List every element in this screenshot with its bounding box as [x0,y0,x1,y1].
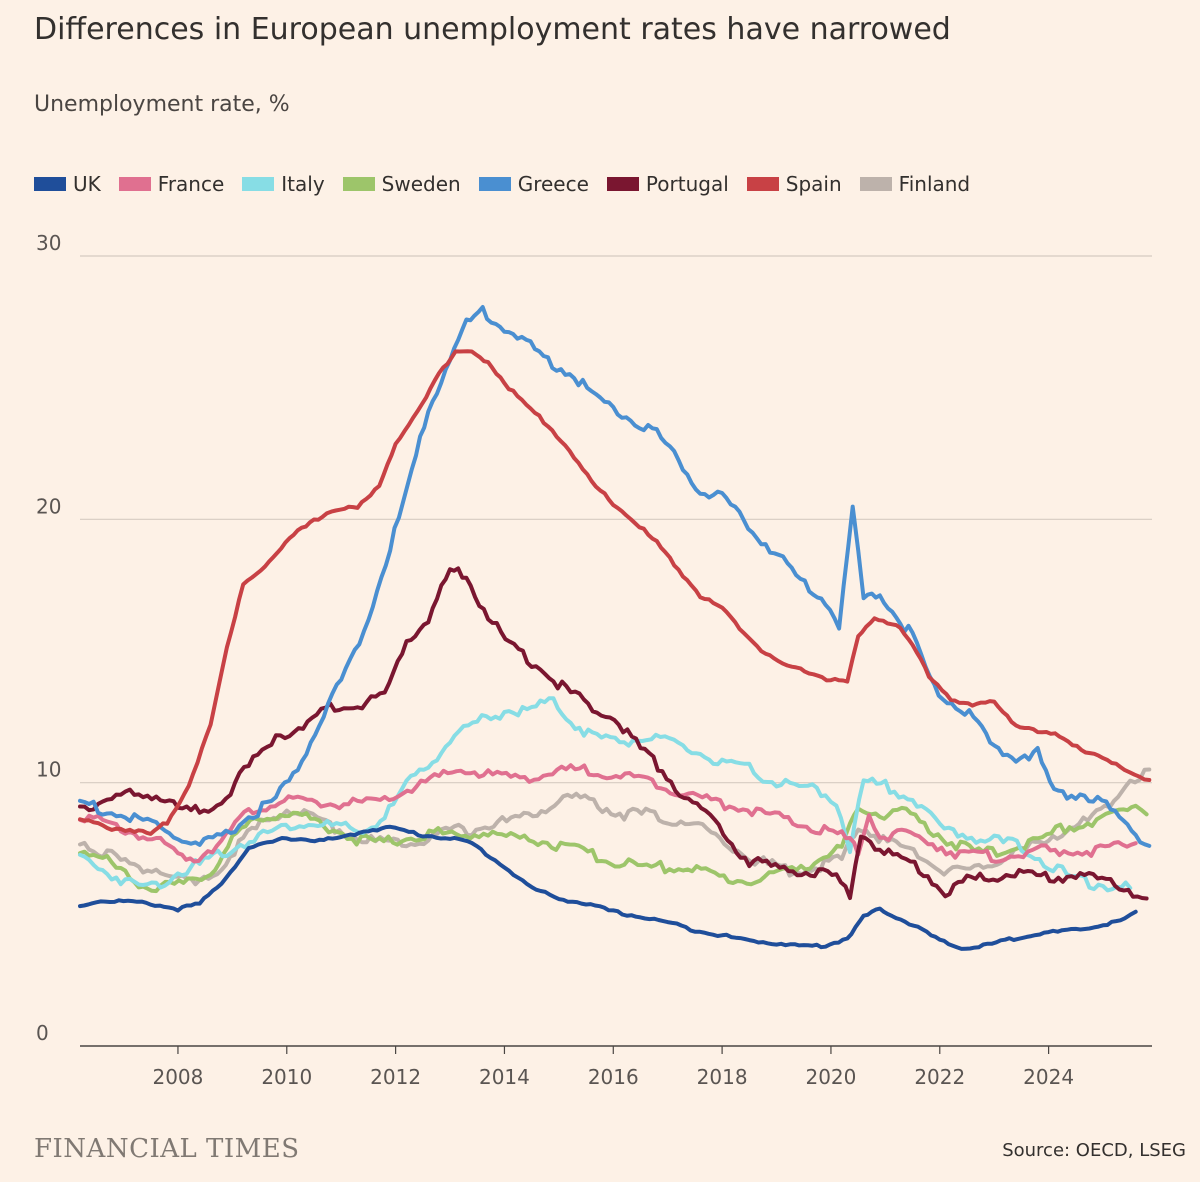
series-line-greece [78,305,1152,848]
legend-item-italy: Italy [242,172,325,196]
legend-item-uk: UK [34,172,101,196]
chart-legend: UK France Italy Sweden Greece Portugal Spain Fi… [34,172,970,196]
y-tick-label: 20 [36,494,61,518]
legend-item-spain: Spain [746,172,842,196]
legend-swatch [342,177,375,191]
series-line-portugal [78,566,1149,901]
chart-subtitle: Unemployment rate, % [34,92,290,117]
x-tick-label: 2022 [914,1065,965,1089]
legend-item-sweden: Sweden [342,172,461,196]
series-line-spain [78,349,1152,836]
source-note: Source: OECD, LSEG [1002,1140,1186,1161]
legend-swatch [478,177,511,191]
legend-label: Greece [517,172,589,196]
legend-item-france: France [118,172,225,196]
series-line-uk [78,824,1138,951]
legend-label: Spain [785,172,842,196]
series-line-france [78,763,1138,864]
x-tick-label: 2016 [588,1065,639,1089]
x-tick-label: 2010 [261,1065,312,1089]
x-tick-label: 2008 [152,1065,203,1089]
legend-swatch [606,177,639,191]
legend-swatch [746,177,779,191]
legend-label: France [157,172,225,196]
y-tick-label: 0 [36,1021,49,1045]
legend-swatch [118,177,151,191]
x-tick-label: 2012 [370,1065,421,1089]
legend-label: Finland [898,172,971,196]
legend-item-greece: Greece [478,172,589,196]
legend-item-portugal: Portugal [606,172,729,196]
legend-swatch [859,177,892,191]
x-tick-label: 2020 [805,1065,856,1089]
x-tick-label: 2014 [479,1065,530,1089]
legend-label: Sweden [381,172,461,196]
legend-item-finland: Finland [859,172,971,196]
series-line-italy [78,696,1133,893]
x-tick-label: 2018 [697,1065,748,1089]
legend-label: UK [73,172,101,196]
legend-label: Italy [281,172,325,196]
legend-swatch [242,177,275,191]
y-tick-label: 30 [36,231,61,255]
legend-label: Portugal [645,172,729,196]
y-tick-label: 10 [36,758,61,782]
x-tick-label: 2024 [1023,1065,1074,1089]
legend-swatch [34,177,66,191]
ft-logo: FINANCIAL TIMES [34,1134,300,1164]
chart-title: Differences in European unemployment rat… [34,12,951,47]
